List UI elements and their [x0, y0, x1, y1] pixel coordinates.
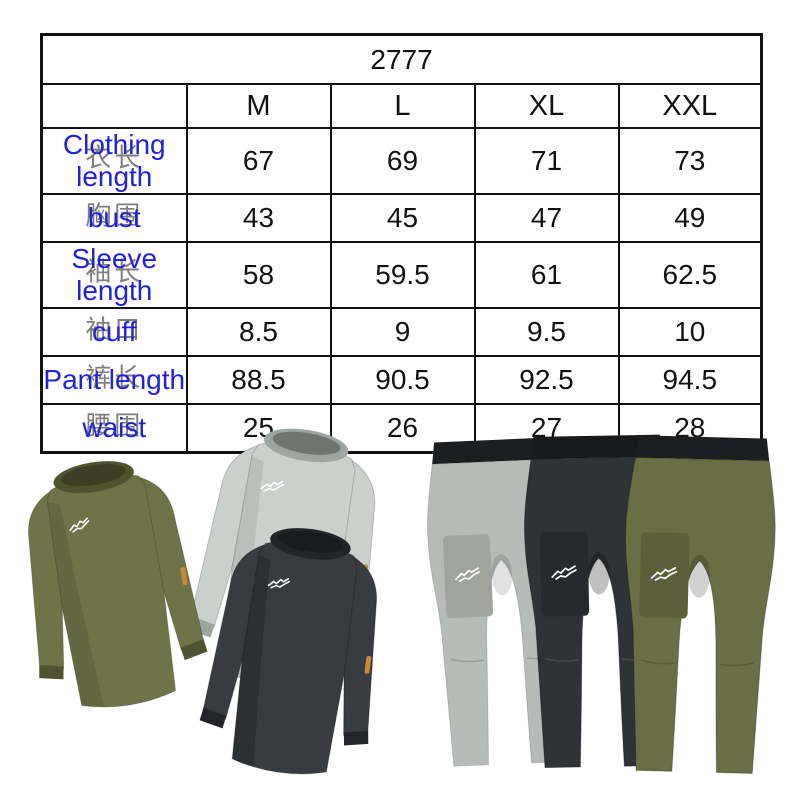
shirt-shadow — [47, 502, 104, 708]
shirt-olive-graphic — [27, 461, 208, 708]
size-chart: 2777 M L XL XXL 衣长 Clothing length 67 69… — [40, 33, 764, 454]
label-chinese-remnant: 裤长 — [85, 363, 144, 394]
cell-value: 71 — [473, 127, 620, 195]
cell-value: 49 — [617, 193, 763, 243]
brand-bird-icon — [267, 577, 290, 589]
table-row-pant-length: 裤长 Pant length 88.5 90.5 92.5 94.5 — [40, 355, 763, 405]
label-chinese-remnant: 衣长 — [85, 144, 144, 175]
cell-value: 62.5 — [617, 241, 763, 309]
table-row-sizes: M L XL XXL — [40, 83, 763, 129]
brand-bird-icon — [260, 480, 284, 492]
shirt-black-graphic — [199, 528, 378, 775]
leggings-thigh-pocket — [443, 534, 494, 619]
leggings-waistband — [432, 437, 562, 465]
leggings-crotch-shadow — [588, 552, 610, 595]
model-number: 2777 — [40, 33, 763, 85]
brand-bird-icon — [650, 567, 677, 581]
label-chinese-remnant: 腰围 — [85, 411, 144, 442]
table-row-clothing-length: 衣长 Clothing length 67 69 71 73 — [40, 127, 763, 195]
product-shirt-olive — [0, 438, 230, 735]
row-label: 袖长 Sleeve length — [40, 241, 188, 309]
cell-value: 69 — [329, 127, 476, 195]
cell-value: 73 — [617, 127, 763, 195]
leggings-crotch-shadow — [688, 555, 710, 598]
size-header-l: L — [329, 83, 476, 129]
shirt-right-cuff — [180, 639, 208, 661]
brand-bird-icon — [455, 567, 480, 583]
leggings-thigh-pocket — [639, 532, 690, 619]
label-chinese-remnant: 袖口 — [85, 315, 144, 346]
cell-value: 10 — [617, 307, 763, 357]
label-translated: Clothing length — [62, 129, 166, 192]
shirt-accent-strip — [180, 567, 188, 585]
label-translated: Pant length — [43, 364, 186, 395]
row-label: 腰围 waist — [40, 403, 188, 454]
cell-value: 88.5 — [185, 355, 332, 405]
leggings-olive-graphic — [625, 435, 776, 774]
table-row-cuff: 袖口 cuff 8.5 9 9.5 10 — [40, 307, 763, 357]
row-label: 胸围 bust — [40, 193, 188, 243]
cell-value: 8.5 — [185, 307, 332, 357]
label-chinese-remnant: 胸围 — [85, 201, 144, 232]
cell-value: 58 — [185, 241, 332, 309]
row-label: 衣长 Clothing length — [40, 127, 188, 195]
label-translated: Sleeve length — [71, 243, 158, 306]
cell-value: 43 — [185, 193, 332, 243]
table-row-bust: 胸围 bust 43 45 47 49 — [40, 193, 763, 243]
cell-value: 67 — [185, 127, 332, 195]
table-row-sleeve-length: 袖长 Sleeve length 58 59.5 61 62.5 — [40, 241, 763, 309]
shirt-neck-opening — [272, 431, 341, 455]
leggings-knee-seams — [640, 659, 754, 667]
shirt-neck-opening — [61, 464, 126, 487]
cell-value: 47 — [473, 193, 620, 243]
cell-value: 9 — [329, 307, 476, 357]
brand-bird-icon — [551, 565, 577, 580]
cell-value: 45 — [329, 193, 476, 243]
table-row-title: 2777 — [40, 33, 763, 85]
size-header-m: M — [185, 83, 332, 129]
shirt-neck-opening — [278, 531, 344, 553]
shirt-left-cuff — [39, 665, 64, 680]
leggings-waistband — [531, 434, 663, 459]
size-header-xxl: XXL — [617, 83, 763, 129]
shirt-accent-strip — [364, 655, 372, 674]
label-translated: waist — [82, 412, 147, 443]
size-chart-table: 2777 M L XL XXL 衣长 Clothing length 67 69… — [40, 33, 764, 454]
product-shirt-black — [178, 507, 412, 801]
shirt-left-cuff — [199, 707, 227, 729]
label-translated: bust — [87, 202, 141, 233]
row-label: 裤长 Pant length — [40, 355, 188, 405]
cell-value: 90.5 — [329, 355, 476, 405]
label-chinese-remnant: 袖长 — [85, 258, 144, 289]
shirt-right-cuff — [343, 730, 369, 746]
product-leggings-olive — [616, 429, 780, 782]
label-translated: cuff — [91, 316, 137, 347]
cell-value: 92.5 — [473, 355, 620, 405]
cell-value: 61 — [473, 241, 620, 309]
size-header-xl: XL — [473, 83, 620, 129]
empty-cell — [40, 83, 188, 129]
cell-value: 59.5 — [329, 241, 476, 309]
brand-bird-icon — [69, 517, 90, 533]
leggings-thigh-pocket — [540, 531, 590, 617]
cell-value: 94.5 — [617, 355, 763, 405]
row-label: 袖口 cuff — [40, 307, 188, 357]
cell-value: 9.5 — [473, 307, 620, 357]
leggings-waistband — [635, 435, 770, 461]
leggings-crotch-shadow — [491, 554, 513, 596]
shirt-shadow — [232, 554, 271, 766]
